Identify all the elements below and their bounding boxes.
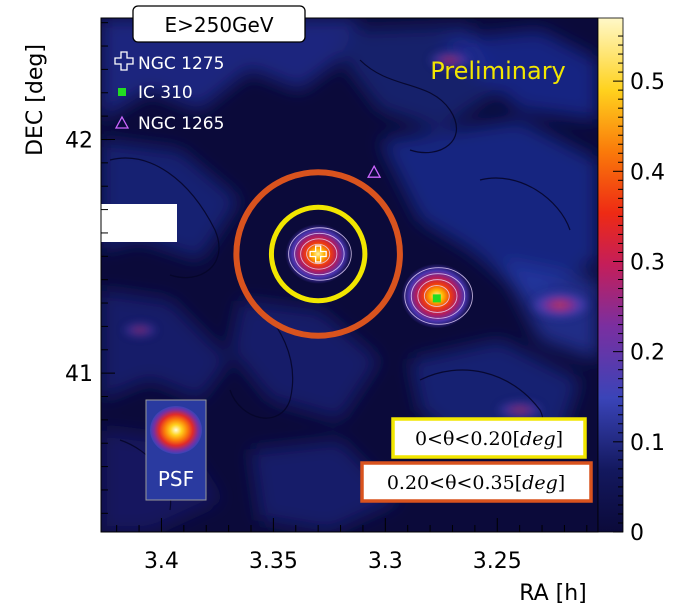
svg-text:IC 310: IC 310 (138, 83, 193, 103)
y-tick-label: 41 (65, 362, 93, 387)
region-unit-inner: deg (520, 428, 556, 450)
region-box-orange: 0.20<θ<0.35[deg] (360, 461, 593, 503)
ic310-marker (432, 294, 441, 303)
masked-region (101, 204, 177, 242)
contour-1-3 (404, 267, 473, 325)
psf-spot (150, 406, 202, 454)
theta-circle-0 (268, 204, 368, 304)
axes-layer: 3.4 3.35 3.3 3.25 42 41 (65, 22, 588, 574)
region-label-outer: 0.20<θ<0.35 (387, 472, 515, 494)
colorbar-tick-label: 0 (630, 521, 644, 546)
region-box-yellow: 0<θ<0.20[deg] (391, 417, 587, 459)
colorbar-axis: 0.5 0.4 0.3 0.2 0.1 0 (613, 35, 665, 546)
legend: NGC 1275 IC 310 NGC 1265 (114, 51, 224, 134)
legend-ngc1275: NGC 1275 (114, 51, 224, 74)
energy-title-box: E>250GeV (132, 5, 306, 43)
contour-0-1 (300, 238, 338, 270)
regions-layer (233, 169, 403, 339)
ngc1275-marker (309, 245, 327, 263)
colorbar-tick-label: 0.3 (630, 250, 665, 275)
psf-inset: PSF (145, 399, 207, 501)
x-axis-title: RA [h] (519, 581, 587, 606)
energy-title: E>250GeV (164, 13, 273, 37)
contour-0-2 (294, 232, 345, 276)
contour-1-2 (410, 273, 466, 319)
colorbar-tick-label: 0.1 (630, 431, 665, 456)
svg-text:0<θ<0.20[deg]: 0<θ<0.20[deg] (415, 428, 563, 450)
x-tick-label: 3.4 (144, 549, 179, 574)
x-tick-label: 3.25 (473, 549, 522, 574)
contour-1-1 (417, 279, 458, 313)
open-triangle-icon (114, 115, 130, 129)
legend-ngc1265: NGC 1265 (114, 114, 224, 134)
y-axis-title: DEC [deg] (23, 44, 48, 156)
x-tick-label: 3.35 (249, 549, 298, 574)
contour-1-0 (423, 285, 450, 307)
ngc1265-marker (367, 164, 382, 178)
warm-spots (122, 50, 590, 420)
y-tick-label: 42 (65, 128, 93, 153)
svg-text:NGC 1265: NGC 1265 (138, 114, 224, 134)
svg-text:NGC 1275: NGC 1275 (138, 54, 224, 74)
colorbar-tick-label: 0.2 (630, 341, 665, 366)
colorbar (597, 17, 624, 533)
theta-circle-1 (233, 169, 403, 339)
svg-text:0.20<θ<0.35[deg]: 0.20<θ<0.35[deg] (387, 472, 565, 494)
x-tick-label: 3.3 (368, 549, 403, 574)
contour-0-0 (306, 243, 331, 265)
markers-layer (309, 164, 441, 303)
region-unit-outer: deg (522, 472, 558, 494)
contour-0-3 (288, 227, 352, 281)
legend-ic310: IC 310 (118, 83, 193, 103)
open-cross-icon (114, 51, 134, 71)
preliminary-label: Preliminary (430, 57, 566, 85)
filled-square-icon (118, 88, 126, 96)
psf-label: PSF (158, 467, 194, 491)
colorbar-tick-label: 0.5 (630, 70, 665, 95)
colorbar-tick-label: 0.4 (630, 160, 665, 185)
region-label-inner: 0<θ<0.20 (415, 428, 513, 450)
